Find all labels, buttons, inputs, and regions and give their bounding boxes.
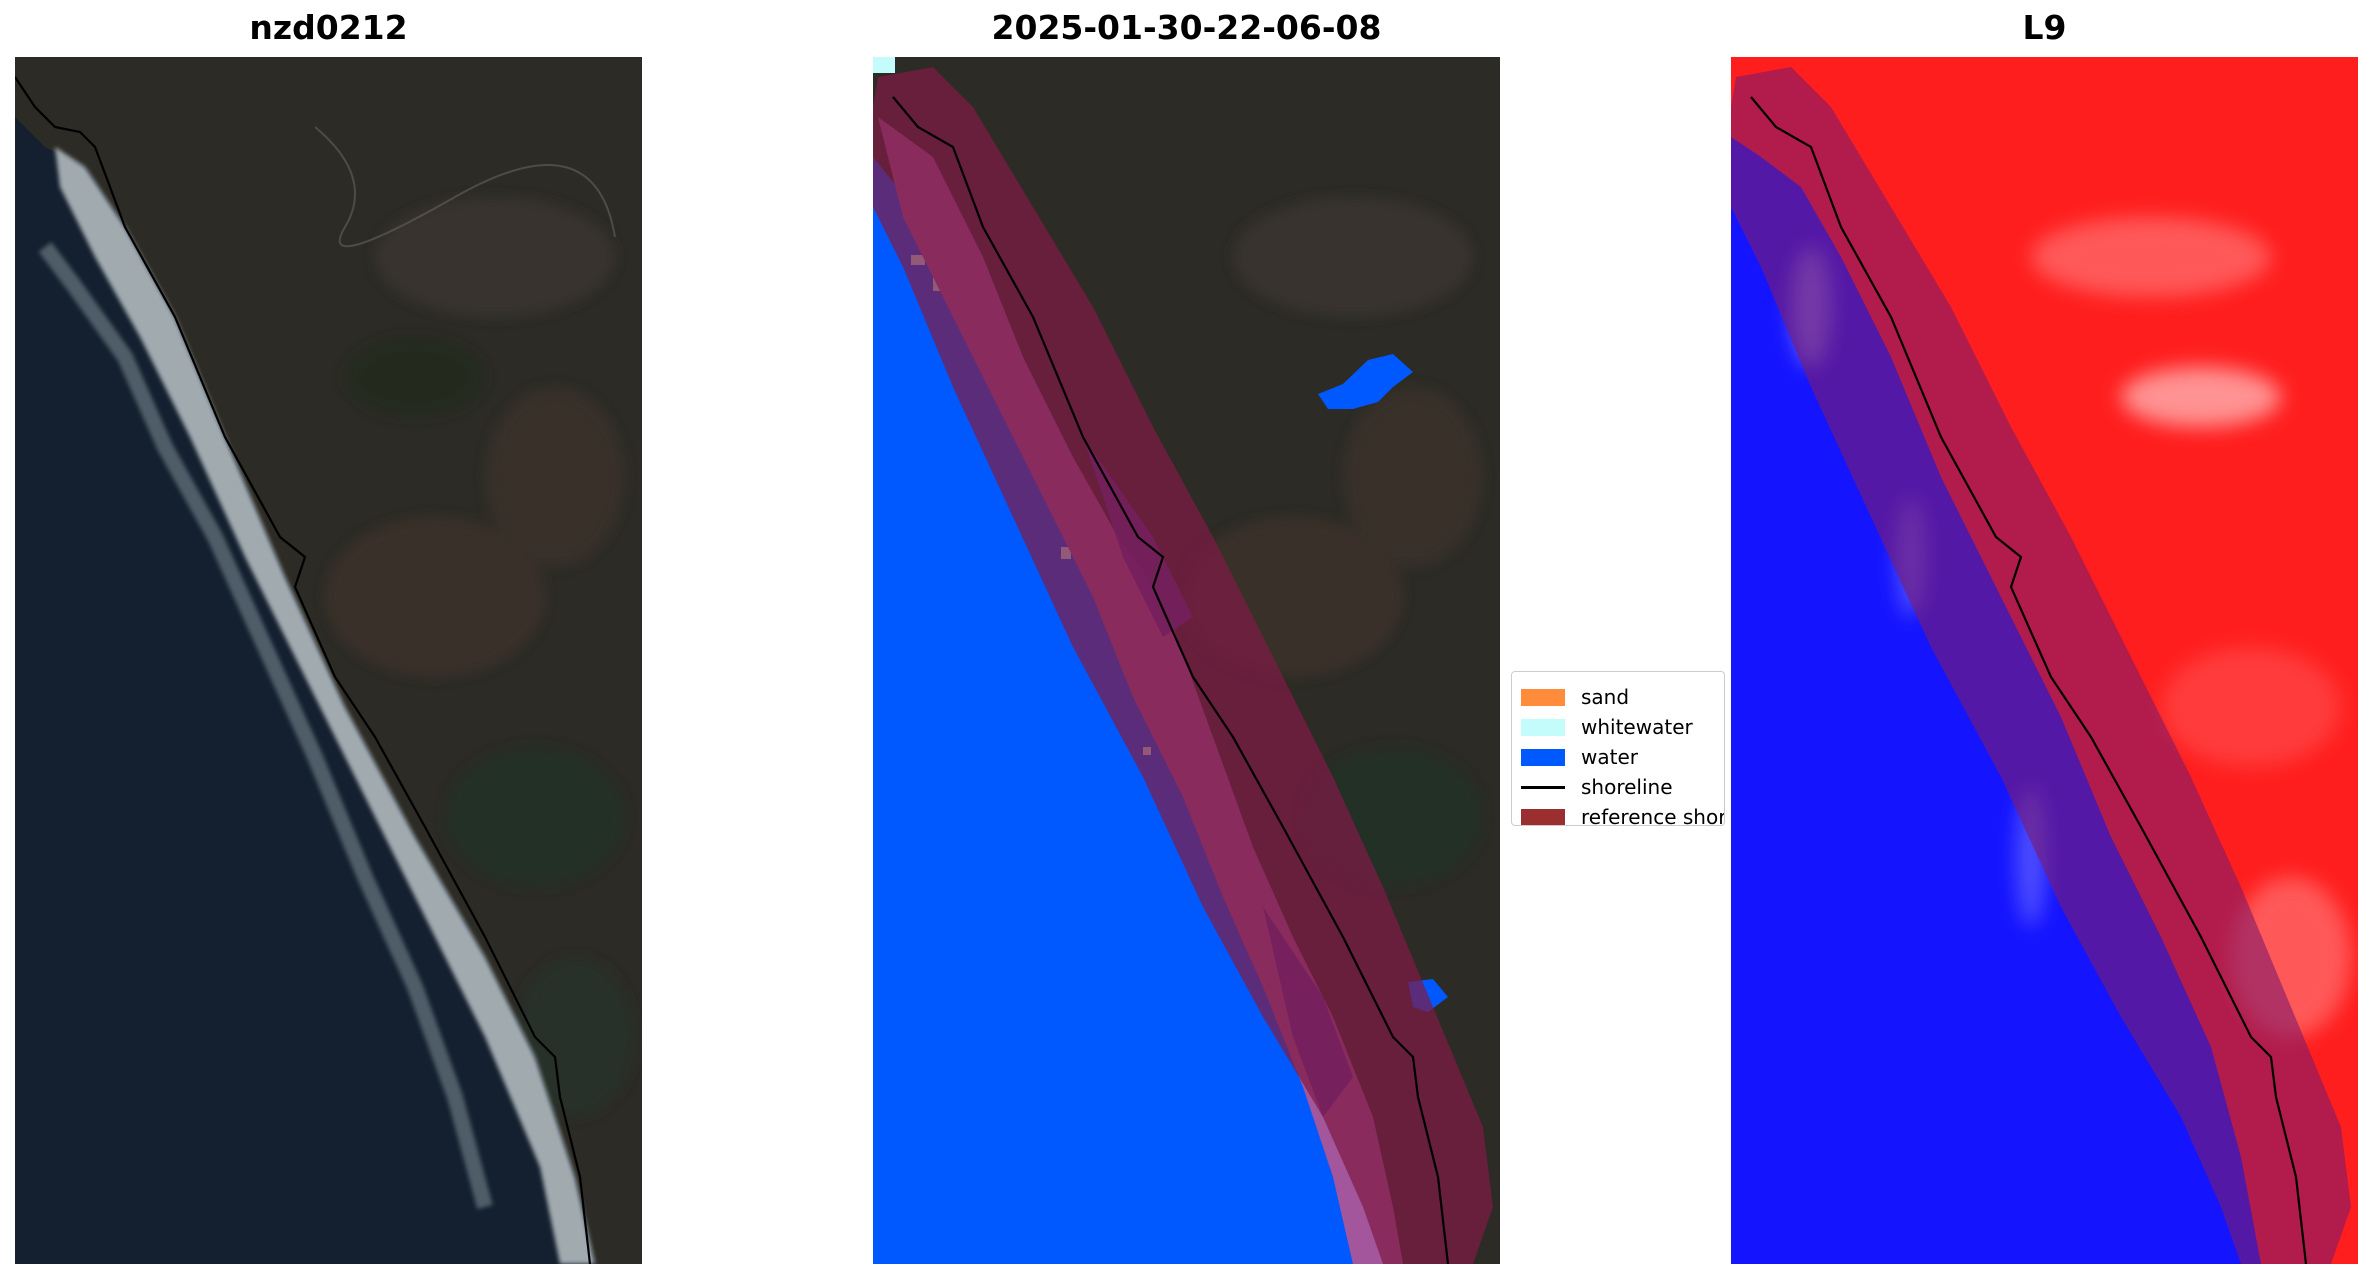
legend-swatch — [1521, 688, 1565, 706]
legend-line-swatch — [1521, 785, 1565, 789]
shoreline-line — [892, 96, 1450, 1264]
rgb-image-panel — [15, 57, 642, 1264]
legend-item-whitewater: whitewater — [1512, 712, 1693, 742]
panel-title-index: L9 — [2022, 8, 2067, 47]
legend-item-reference-shoreline: reference shoreline buffer — [1512, 802, 1724, 825]
legend: sand whitewater water shoreline referenc… — [1511, 671, 1725, 826]
index-image-panel — [1731, 57, 2358, 1264]
legend-item-water: water — [1512, 742, 1638, 772]
inland-water-region — [1318, 354, 1413, 409]
panel-title-rgb: nzd0212 — [249, 8, 408, 47]
index-image — [1731, 57, 2358, 1264]
panel-title-classification: 2025-01-30-22-06-08 — [991, 8, 1382, 47]
rgb-satellite-image — [15, 57, 642, 1264]
classification-image — [873, 57, 1500, 1264]
legend-swatch — [1521, 748, 1565, 766]
reference-shoreline-buffer — [873, 67, 1493, 1264]
legend-swatch — [1521, 808, 1565, 825]
legend-item-shoreline: shoreline — [1512, 772, 1673, 802]
legend-swatch — [1521, 718, 1565, 736]
legend-item-sand: sand — [1512, 682, 1629, 712]
classification-panel — [873, 57, 1500, 1264]
